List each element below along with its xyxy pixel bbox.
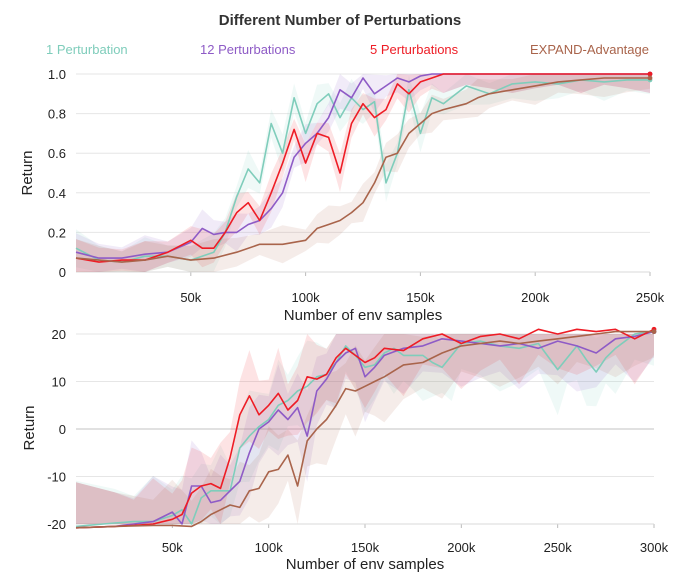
band-five (76, 334, 654, 524)
band-five (76, 74, 650, 272)
series-end-point-expand (651, 329, 657, 335)
x-tick-label: 300k (640, 540, 669, 555)
legend-item-2: 5 Perturbations (370, 42, 459, 57)
x-tick-label: 250k (636, 290, 665, 305)
x-tick-label: 250k (544, 540, 573, 555)
x-tick-label: 200k (521, 290, 550, 305)
y-tick-label: 0.6 (48, 146, 66, 161)
x-axis-label: Number of env samples (286, 556, 444, 573)
x-tick-label: 150k (351, 540, 380, 555)
series-end-point-five (647, 71, 653, 77)
legend-item-1: 12 Perturbations (200, 42, 296, 57)
band-twelve (76, 74, 650, 272)
x-axis-label: Number of env samples (284, 307, 442, 324)
bottom-chart: -20 -10 0 10 20 50k 100k 150k 200k 250k 300k Number… (21, 326, 669, 573)
x-tick-label: 50k (180, 290, 201, 305)
series-line-twelve (75, 330, 655, 529)
legend-item-0: 1 Perturbation (46, 42, 128, 57)
y-tick-label: 0 (59, 422, 66, 437)
band-one (76, 334, 654, 524)
chart-title: Different Number of Perturbations (219, 12, 462, 29)
series-end-point-expand (647, 75, 653, 81)
y-tick-label: -10 (47, 470, 66, 485)
series-line-five (75, 73, 650, 263)
x-tick-label: 100k (291, 290, 320, 305)
x-tick-label: 50k (162, 540, 183, 555)
y-tick-label: 20 (52, 327, 66, 342)
y-tick-label: 10 (52, 375, 66, 390)
series-line-five (75, 328, 655, 529)
band-expand (76, 334, 654, 524)
y-tick-label: 0 (59, 265, 66, 280)
series-line-one (75, 79, 650, 263)
legend: 1 Perturbation 12 Perturbations 5 Perturba… (46, 42, 649, 57)
band-one (76, 74, 650, 272)
x-tick-label: 150k (406, 290, 435, 305)
y-axis-label: Return (19, 150, 36, 195)
y-axis-label: Return (21, 405, 38, 450)
x-tick-label: 100k (255, 540, 284, 555)
series-line-expand (75, 330, 654, 529)
band-expand (76, 74, 650, 272)
legend-item-3: EXPAND-Advantage (530, 42, 649, 57)
series-line-expand (75, 77, 650, 263)
y-tick-label: -20 (47, 517, 66, 532)
x-tick-label: 200k (447, 540, 476, 555)
y-tick-label: 0.2 (48, 225, 66, 240)
band-twelve (76, 334, 654, 524)
y-tick-label: 0.8 (48, 107, 66, 122)
y-tick-label: 1.0 (48, 67, 66, 82)
top-chart: 0 0.2 0.4 0.6 0.8 1.0 50k 100k 150k 200k 250k Numbe… (19, 67, 665, 324)
y-tick-label: 0.4 (48, 186, 66, 201)
